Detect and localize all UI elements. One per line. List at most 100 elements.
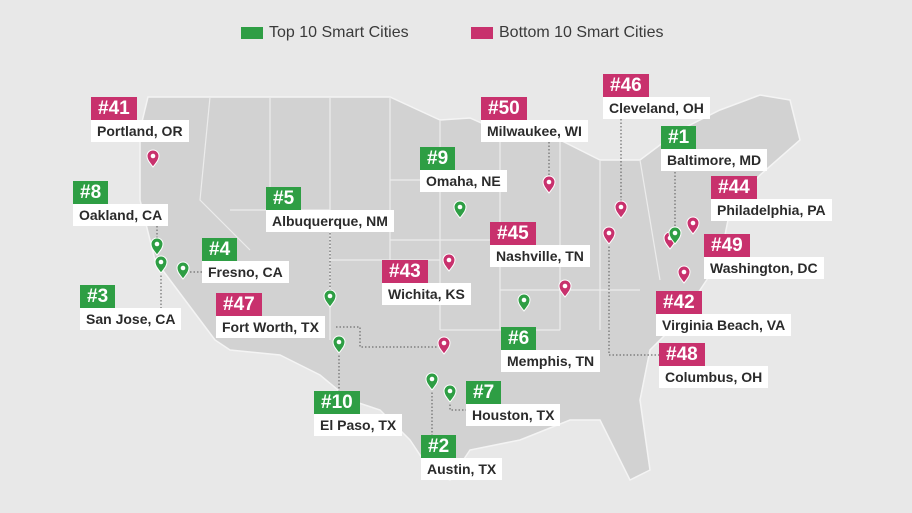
pin-shape — [154, 255, 168, 274]
pin-dot — [672, 230, 678, 236]
pin — [542, 175, 556, 194]
legend-item: Top 10 Smart Cities — [241, 24, 409, 42]
city-name: Portland, OR — [91, 120, 189, 142]
rank-label: #8 — [73, 181, 109, 204]
rank-label: #46 — [603, 74, 649, 97]
pin-dot — [429, 376, 435, 382]
pin-shape — [146, 149, 160, 168]
pin-shape — [614, 200, 628, 219]
pin-dot — [690, 220, 696, 226]
pin-dot — [327, 293, 333, 299]
rank-label: #48 — [659, 343, 705, 366]
city-name: Houston, TX — [466, 404, 561, 426]
pin — [443, 384, 457, 403]
rank-label: #50 — [481, 97, 527, 120]
pin — [517, 293, 531, 312]
rank-label: #47 — [216, 293, 262, 316]
pin — [602, 226, 616, 245]
city-name: Albuquerque, NM — [266, 210, 394, 232]
city-name: Memphis, TN — [501, 350, 601, 372]
legend-item: Bottom 10 Smart Cities — [471, 24, 664, 42]
connectors — [156, 119, 676, 435]
pin-shape — [443, 384, 457, 403]
pin-dot — [180, 265, 186, 271]
legend-label: Top 10 Smart Cities — [269, 24, 409, 41]
pins — [146, 149, 700, 403]
connector — [608, 243, 659, 356]
pin-shape — [442, 253, 456, 272]
pin-shape — [150, 237, 164, 256]
rank-label: #7 — [466, 381, 502, 404]
pin — [323, 289, 337, 308]
connector — [336, 326, 438, 348]
pin-shape — [323, 289, 337, 308]
city-name: Columbus, OH — [659, 366, 769, 388]
city-name: Baltimore, MD — [661, 149, 768, 171]
rank-label: #6 — [501, 327, 537, 350]
pin-dot — [681, 269, 687, 275]
legend-swatch — [471, 27, 493, 39]
city-name: Fresno, CA — [202, 261, 289, 283]
city-name: Nashville, TN — [490, 245, 590, 267]
city-name: Austin, TX — [421, 458, 503, 480]
pin-dot — [158, 259, 164, 265]
rank-label: #9 — [420, 147, 456, 170]
pin-dot — [457, 204, 463, 210]
rank-label: #10 — [314, 391, 360, 414]
city-name: Cleveland, OH — [603, 97, 710, 119]
rank-label: #4 — [202, 238, 238, 261]
pin-shape — [332, 335, 346, 354]
city-name: Wichita, KS — [382, 283, 471, 305]
rank-label: #44 — [711, 176, 757, 199]
city-name: Milwaukee, WI — [481, 120, 588, 142]
pin-dot — [154, 241, 160, 247]
pin — [154, 255, 168, 274]
pin-shape — [668, 226, 682, 245]
legend-swatch — [241, 27, 263, 39]
pin-dot — [336, 339, 342, 345]
pin-shape — [686, 216, 700, 235]
pin-dot — [150, 153, 156, 159]
pin-dot — [446, 257, 452, 263]
pin — [677, 265, 691, 284]
pin — [437, 336, 451, 355]
pin — [668, 226, 682, 245]
pin-dot — [562, 283, 568, 289]
pin-dot — [447, 388, 453, 394]
pin — [453, 200, 467, 219]
pin-shape — [677, 265, 691, 284]
pin-dot — [521, 297, 527, 303]
pin — [442, 253, 456, 272]
pin — [176, 261, 190, 280]
legend-label: Bottom 10 Smart Cities — [499, 24, 664, 41]
rank-label: #41 — [91, 97, 137, 120]
pin-dot — [618, 204, 624, 210]
pin-shape — [558, 279, 572, 298]
pin — [558, 279, 572, 298]
rank-label: #5 — [266, 187, 302, 210]
pin — [146, 149, 160, 168]
pin-shape — [542, 175, 556, 194]
pin-dot — [546, 179, 552, 185]
pin — [686, 216, 700, 235]
city-name: Virginia Beach, VA — [656, 314, 792, 336]
city-name: Philadelphia, PA — [711, 199, 832, 221]
pin-shape — [437, 336, 451, 355]
city-name: Oakland, CA — [73, 204, 169, 226]
city-name: Omaha, NE — [420, 170, 507, 192]
pin — [614, 200, 628, 219]
pin-shape — [453, 200, 467, 219]
pin — [332, 335, 346, 354]
city-name: Washington, DC — [704, 257, 824, 279]
rank-label: #42 — [656, 291, 702, 314]
city-name: San Jose, CA — [80, 308, 182, 330]
pin-dot — [606, 230, 612, 236]
pin-shape — [517, 293, 531, 312]
pin — [425, 372, 439, 391]
rank-label: #43 — [382, 260, 428, 283]
rank-label: #2 — [421, 435, 457, 458]
pin — [150, 237, 164, 256]
rank-label: #1 — [661, 126, 697, 149]
rank-label: #49 — [704, 234, 750, 257]
